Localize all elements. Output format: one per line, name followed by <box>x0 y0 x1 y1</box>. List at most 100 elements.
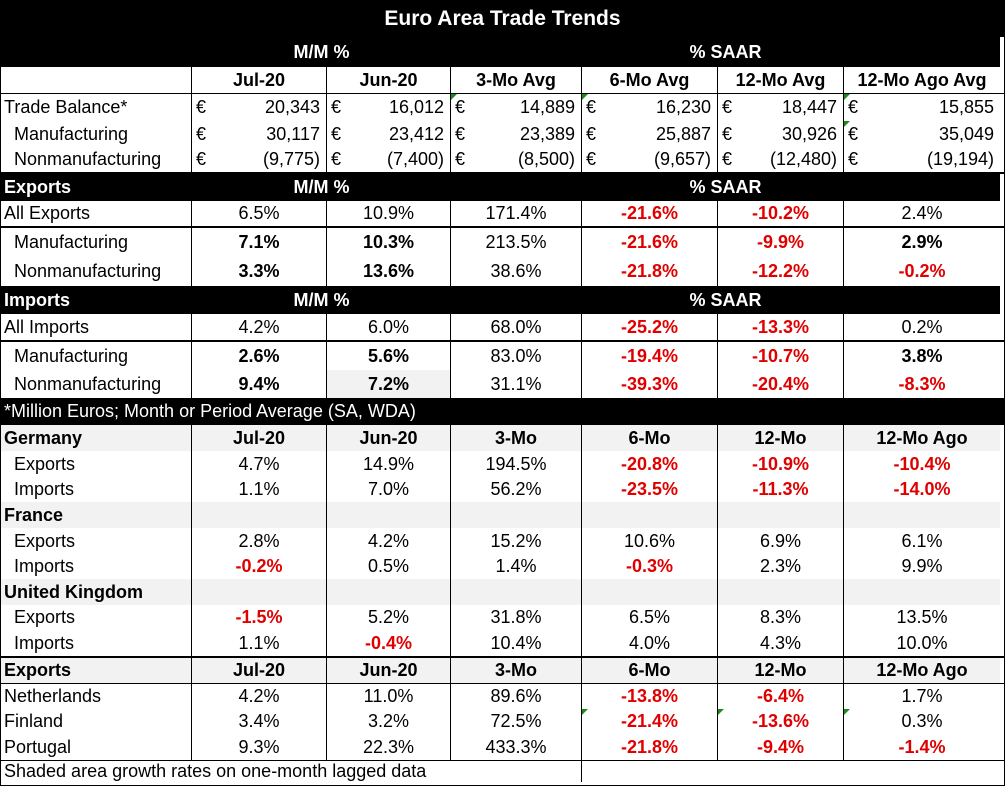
value-cell: 68.0% <box>451 314 582 340</box>
value-cell: 7.0% <box>327 477 451 502</box>
value-cell: 3.2% <box>327 709 451 734</box>
data-row: Exports 4.7% 14.9% 194.5% -20.8% -10.9% -10.4% <box>1 451 1004 477</box>
value-cell: 38.6% <box>451 256 582 286</box>
currency-symbol: € <box>455 123 466 144</box>
footer-row: Shaded area growth rates on one-month la… <box>1 760 1004 782</box>
value-cell: 10.0% <box>896 632 948 653</box>
value-cell: 4.7% <box>192 451 327 477</box>
row-label: All Exports <box>1 201 192 226</box>
header-saar: % SAAR <box>451 37 1000 67</box>
value-cell: -11.3% <box>718 477 844 502</box>
value-cell: -21.8% <box>582 256 718 286</box>
value-cell: 6.5% <box>582 605 718 630</box>
value-cell: -0.2% <box>192 554 327 579</box>
country-name: France <box>1 502 192 528</box>
value-cell: -0.4% <box>327 630 451 656</box>
value-cell: 7.2% <box>327 370 451 398</box>
value-cell: -13.3% <box>718 314 844 340</box>
column-header-row: Jul-20 Jun-20 3-Mo Avg 6-Mo Avg 12-Mo Avg 12-… <box>1 67 1004 94</box>
header-saar: % SAAR <box>451 174 1000 201</box>
money-value: (8,500) <box>517 149 575 169</box>
data-row: Netherlands 4.2% 11.0% 89.6% -13.8% -6.4% 1.7% <box>1 684 1004 709</box>
value-cell: 3.8% <box>901 345 943 366</box>
value-cell: 9.3% <box>192 734 327 760</box>
value-cell: 9.9% <box>901 556 943 576</box>
empty-cell <box>718 579 844 605</box>
money-value: 14,889 <box>519 97 575 117</box>
footer-text: Shaded area growth rates on one-month la… <box>1 761 582 782</box>
value-cell: 6.9% <box>718 528 844 554</box>
money-value: 23,389 <box>519 123 575 144</box>
value-cell: 4.2% <box>327 528 451 554</box>
column-header: 3-Mo Avg <box>451 67 582 93</box>
balance-row: Manufacturing €30,117 €23,412 €23,389 €25,88… <box>1 121 1004 147</box>
section-title: Exports <box>1 174 192 201</box>
value-cell: 2.9% <box>901 231 943 252</box>
value-cell: 2.4% <box>901 203 943 223</box>
currency-symbol: € <box>586 149 597 169</box>
money-cell: € (12,480) <box>718 147 844 172</box>
value-cell: 7.1% <box>192 228 327 256</box>
header-blank <box>1 37 192 67</box>
value-cell: -23.5% <box>582 477 718 502</box>
money-cell: €16,012 <box>327 94 451 121</box>
value-cell: 9.4% <box>192 370 327 398</box>
data-row: Exports -1.5% 5.2% 31.8% 6.5% 8.3% 13.5% <box>1 605 1004 630</box>
row-label: Netherlands <box>1 684 192 709</box>
money-value: (12,480) <box>769 149 837 169</box>
money-value: 18,447 <box>781 97 837 117</box>
value-cell: 3.4% <box>192 709 327 734</box>
column-header: 12-Mo Ago <box>844 425 1000 451</box>
empty-cell <box>327 579 451 605</box>
note-row: *Million Euros; Month or Period Average … <box>1 398 1004 425</box>
note-text: *Million Euros; Month or Period Average … <box>1 398 1004 425</box>
header-mm: M/M % <box>192 174 451 201</box>
row-label: Imports <box>1 630 192 656</box>
section-title: Imports <box>1 286 192 314</box>
row-label: Exports <box>1 605 192 630</box>
value-cell: 11.0% <box>327 684 451 709</box>
column-header: Jul-20 <box>192 658 327 683</box>
column-header: 6-Mo <box>582 425 718 451</box>
balance-row: Nonmanufacturing € (9,775) € (7,400) € (8,500)… <box>1 147 1004 174</box>
value-cell: -19.4% <box>582 342 718 370</box>
column-header: 12-Mo Ago Avg <box>857 69 987 90</box>
empty-cell <box>451 502 582 528</box>
currency-symbol: € <box>331 123 342 144</box>
empty-cell <box>718 502 844 528</box>
value-cell: 8.3% <box>718 605 844 630</box>
value-cell: 22.3% <box>327 734 451 760</box>
value-cell: -20.8% <box>582 451 718 477</box>
value-cell: 10.4% <box>451 630 582 656</box>
period-header-row: M/M %% SAAR <box>1 37 1004 67</box>
data-row: All Exports 6.5% 10.9% 171.4% -21.6% -10.2% 2.… <box>1 201 1004 228</box>
value-cell: -21.4% <box>582 709 718 734</box>
money-cell: €30,926 <box>718 121 844 147</box>
data-row: Exports 2.8% 4.2% 15.2% 10.6% 6.9% 6.1% <box>1 528 1004 554</box>
value-cell: 4.2% <box>192 314 327 340</box>
currency-symbol: € <box>848 149 859 169</box>
data-row: All Imports 4.2% 6.0% 68.0% -25.2% -13.3% 0.2% <box>1 314 1004 342</box>
value-cell: -14.0% <box>893 479 951 499</box>
money-value: 30,926 <box>781 123 837 144</box>
value-cell: 1.1% <box>192 630 327 656</box>
data-row: Manufacturing 7.1% 10.3% 213.5% -21.6% -9.9% 2… <box>1 228 1004 256</box>
title-row: Euro Area Trade Trends <box>1 1 1004 37</box>
header-empty <box>1 67 192 93</box>
header-saar: % SAAR <box>451 286 1000 314</box>
value-cell: -13.8% <box>582 684 718 709</box>
currency-symbol: € <box>848 123 859 144</box>
country-header-row: Germany Jul-20 Jun-20 3-Mo 6-Mo 12-Mo 12-Mo Ag… <box>1 425 1004 451</box>
row-label: Exports <box>1 528 192 554</box>
value-cell: 89.6% <box>451 684 582 709</box>
value-cell: 72.5% <box>451 709 582 734</box>
money-cell: € (7,400) <box>327 147 451 172</box>
row-label: Nonmanufacturing <box>1 370 192 398</box>
data-row: Portugal 9.3% 22.3% 433.3% -21.8% -9.4% -1.4% <box>1 734 1004 760</box>
row-label: Imports <box>1 477 192 502</box>
value-cell: 0.2% <box>901 316 943 337</box>
empty-cell <box>327 502 451 528</box>
value-cell: -25.2% <box>582 314 718 340</box>
currency-symbol: € <box>196 123 207 144</box>
